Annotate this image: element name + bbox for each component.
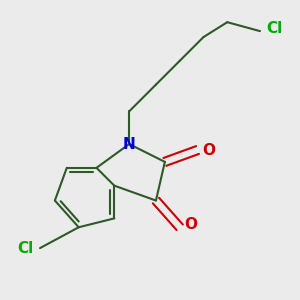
Text: Cl: Cl: [17, 241, 33, 256]
Text: N: N: [123, 136, 136, 152]
Text: O: O: [202, 142, 215, 158]
Text: O: O: [184, 217, 197, 232]
Text: Cl: Cl: [266, 21, 282, 36]
